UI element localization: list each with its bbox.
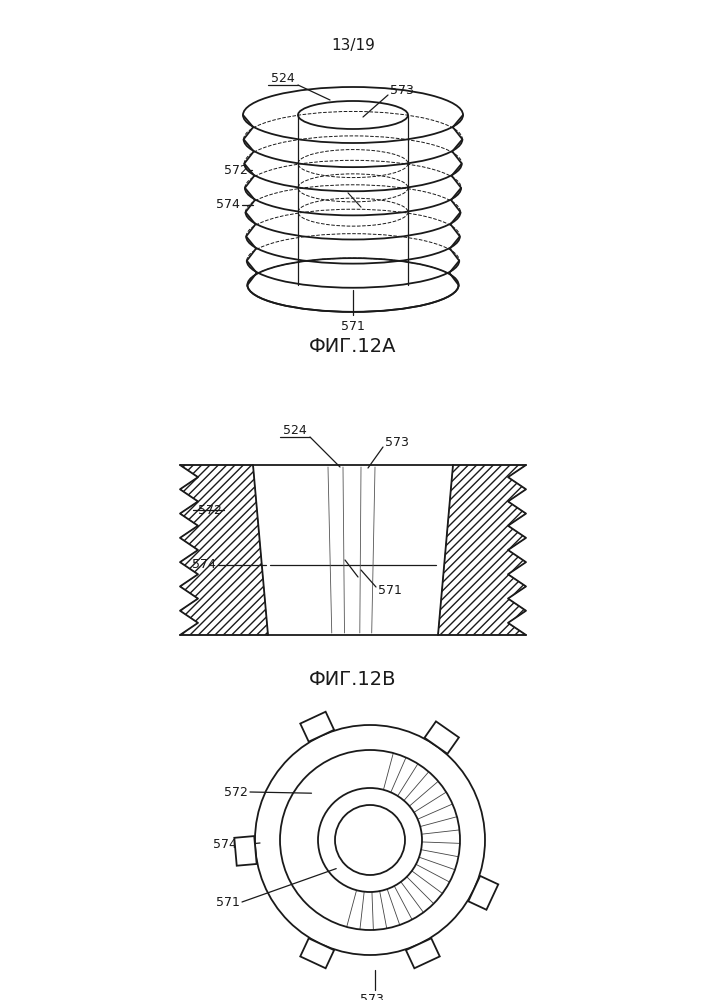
Text: 572: 572 [224,163,248,176]
Text: 524: 524 [271,72,295,85]
Text: 573: 573 [360,993,384,1000]
Polygon shape [300,712,334,742]
Text: 574: 574 [213,838,237,852]
Text: 13/19: 13/19 [331,38,375,53]
Text: 572: 572 [198,504,222,516]
Text: 574: 574 [216,198,240,212]
Polygon shape [300,938,334,968]
Text: ФИГ.12В: ФИГ.12В [309,670,397,689]
Text: ФИГ.12А: ФИГ.12А [309,337,397,356]
Text: 524: 524 [283,424,307,437]
Polygon shape [234,836,257,866]
Text: 573: 573 [385,436,409,450]
Polygon shape [406,938,440,968]
Text: 571: 571 [378,584,402,596]
Text: 571: 571 [341,320,365,333]
Polygon shape [424,721,459,754]
Text: 571: 571 [216,896,240,908]
Text: 574: 574 [192,558,216,572]
Text: 572: 572 [224,786,248,798]
Polygon shape [468,876,498,910]
Text: 573: 573 [390,84,414,97]
